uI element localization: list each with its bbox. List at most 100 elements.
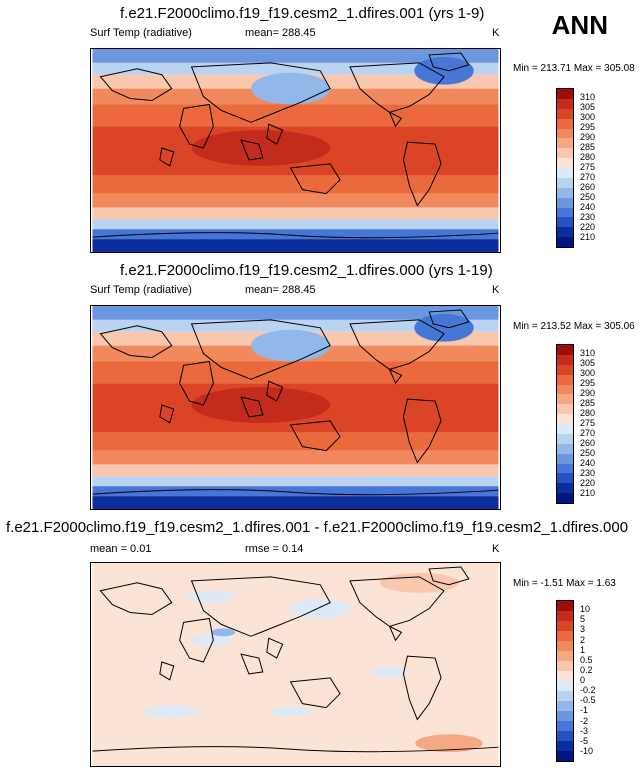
coastline (349, 319, 445, 370)
negative-anomaly (143, 705, 200, 718)
coastline (402, 655, 442, 721)
colorbar-tick-label: 0.5 (580, 654, 593, 665)
coastline (240, 139, 264, 161)
colorbar-swatch (557, 118, 573, 129)
coastline (428, 566, 470, 586)
colorbar-swatch (557, 741, 573, 751)
coastline (99, 582, 173, 616)
season-label: ANN (551, 10, 608, 40)
negative-anomaly (270, 706, 311, 717)
cold-region (414, 56, 474, 85)
panel-1-units: K (492, 27, 500, 39)
colorbar-swatch (557, 148, 573, 159)
colorbar-swatch (557, 384, 573, 395)
coastline (179, 617, 214, 663)
colorbar-swatch (557, 89, 573, 99)
colorbar-swatch (557, 414, 573, 424)
antarctic-coastline (92, 746, 499, 753)
colorbar-tick-label: -0.2 (580, 685, 596, 696)
coastline (179, 360, 214, 406)
colorbar-swatch (557, 207, 573, 218)
colorbar-tick-label: 270 (580, 428, 596, 438)
colorbar-tick-label: 310 (580, 92, 596, 102)
colorbar-tick-label: 290 (580, 388, 596, 398)
colorbar-tick-label: 305 (580, 102, 596, 112)
colorbar-tick-label: 2 (580, 634, 586, 645)
colorbar-tick-label: 260 (580, 438, 596, 448)
colorbar-swatch (557, 691, 573, 701)
colorbar-tick-label: 305 (580, 358, 596, 368)
colorbar-tick-label: 250 (580, 448, 596, 458)
colorbar-tick-label: 3 (580, 624, 586, 635)
cold-region (250, 329, 331, 362)
colorbar-tick-label: -10 (580, 745, 594, 756)
panel-2-map (90, 305, 501, 510)
coastline (99, 68, 173, 102)
colorbar-swatch (557, 443, 573, 454)
colorbar-swatch (557, 108, 573, 119)
colorbar-swatch (557, 128, 573, 139)
colorbar-swatch (557, 404, 573, 415)
panel-1-colorbar (556, 88, 574, 248)
colorbar-swatch (557, 177, 573, 188)
colorbar-swatch (557, 721, 573, 731)
coastline (289, 163, 341, 195)
colorbar-swatch (557, 611, 573, 621)
panel-2-title: f.e21.F2000climo.f19_f19.cesm2_1.dfires.… (120, 262, 493, 279)
colorbar-swatch (557, 98, 573, 109)
panel-1-title: f.e21.F2000climo.f19_f19.cesm2_1.dfires.… (120, 5, 485, 22)
colorbar-tick-label: 310 (580, 348, 596, 358)
colorbar-swatch (557, 651, 573, 661)
colorbar-swatch (557, 631, 573, 641)
colorbar-tick-label: 300 (580, 112, 596, 122)
cold-region (250, 72, 331, 105)
colorbar-swatch (557, 187, 573, 198)
colorbar-swatch (557, 374, 573, 385)
negative-anomaly (371, 666, 408, 677)
colorbar-tick-label: 275 (580, 418, 596, 428)
colorbar-swatch (557, 483, 573, 494)
coastline (240, 396, 264, 418)
colorbar-tick-label: 300 (580, 368, 596, 378)
colorbar-swatch (557, 711, 573, 721)
coastline (266, 123, 284, 145)
colorbar-swatch (557, 138, 573, 149)
colorbar-tick-label: 270 (580, 172, 596, 182)
coastline (402, 398, 442, 464)
colorbar-tick-label: 1 (580, 644, 586, 655)
colorbar-swatch (557, 473, 573, 484)
colorbar-swatch (557, 433, 573, 444)
colorbar-swatch (557, 345, 573, 355)
warm-pool (191, 130, 331, 166)
coastline (388, 625, 403, 642)
colorbar-swatch (557, 701, 573, 711)
positive-anomaly (415, 734, 483, 753)
colorbar-tick-label: 280 (580, 408, 596, 418)
coastline (349, 62, 445, 113)
temperature-map (92, 306, 499, 509)
coastline (349, 576, 445, 627)
temperature-map (92, 49, 499, 252)
colorbar-tick-label: 0.2 (580, 664, 593, 675)
coastline (99, 325, 173, 359)
difference-map (92, 563, 499, 766)
positive-anomaly (379, 572, 459, 593)
colorbar-tick-label: 250 (580, 192, 596, 202)
colorbar-swatch (557, 364, 573, 375)
colorbar-tick-label: 210 (580, 488, 596, 498)
panel-3-mean: mean = 0.01 (90, 543, 152, 555)
colorbar-swatch (557, 601, 573, 611)
coastline (428, 52, 470, 72)
colorbar-tick-label: -3 (580, 725, 589, 736)
colorbar-tick-label: 295 (580, 378, 596, 388)
coastline (190, 62, 331, 123)
panel-2-minmax: Min = 213.52 Max = 305.06 (513, 321, 635, 332)
panel-1-map (90, 48, 501, 253)
coastline (240, 653, 264, 675)
colorbar-tick-label: 230 (580, 212, 596, 222)
colorbar-swatch (557, 158, 573, 168)
colorbar-swatch (557, 661, 573, 671)
colorbar-tick-label: 230 (580, 468, 596, 478)
colorbar-tick-label: 280 (580, 152, 596, 162)
colorbar-swatch (557, 217, 573, 228)
